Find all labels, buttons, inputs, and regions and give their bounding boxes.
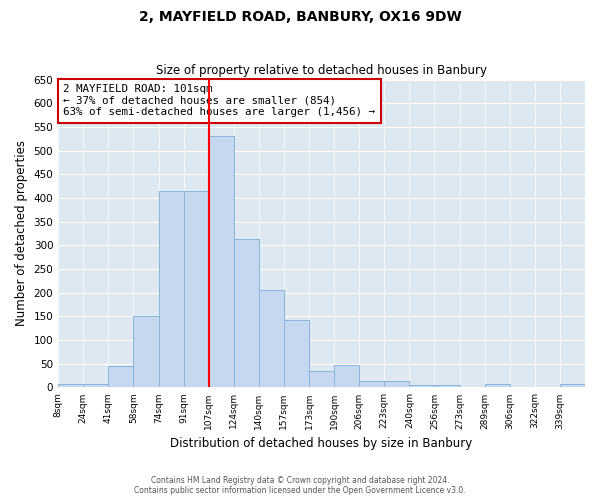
Bar	[385, 382, 409, 388]
Text: 2, MAYFIELD ROAD, BANBURY, OX16 9DW: 2, MAYFIELD ROAD, BANBURY, OX16 9DW	[139, 10, 461, 24]
Bar	[309, 371, 334, 388]
Bar	[234, 239, 259, 388]
X-axis label: Distribution of detached houses by size in Banbury: Distribution of detached houses by size …	[170, 437, 473, 450]
Y-axis label: Number of detached properties: Number of detached properties	[15, 140, 28, 326]
Bar	[284, 320, 309, 388]
Bar	[209, 136, 234, 388]
Bar	[58, 384, 83, 388]
Bar	[334, 364, 359, 388]
Bar	[109, 366, 133, 388]
Bar	[133, 316, 158, 388]
Bar	[184, 191, 209, 388]
Bar	[409, 385, 434, 388]
Bar	[434, 385, 460, 388]
Bar	[259, 290, 284, 388]
Bar	[485, 384, 510, 388]
Bar	[83, 384, 109, 388]
Bar	[359, 382, 385, 388]
Title: Size of property relative to detached houses in Banbury: Size of property relative to detached ho…	[156, 64, 487, 77]
Bar	[560, 384, 585, 388]
Text: 2 MAYFIELD ROAD: 101sqm
← 37% of detached houses are smaller (854)
63% of semi-d: 2 MAYFIELD ROAD: 101sqm ← 37% of detache…	[64, 84, 376, 117]
Bar	[158, 191, 184, 388]
Text: Contains HM Land Registry data © Crown copyright and database right 2024.
Contai: Contains HM Land Registry data © Crown c…	[134, 476, 466, 495]
